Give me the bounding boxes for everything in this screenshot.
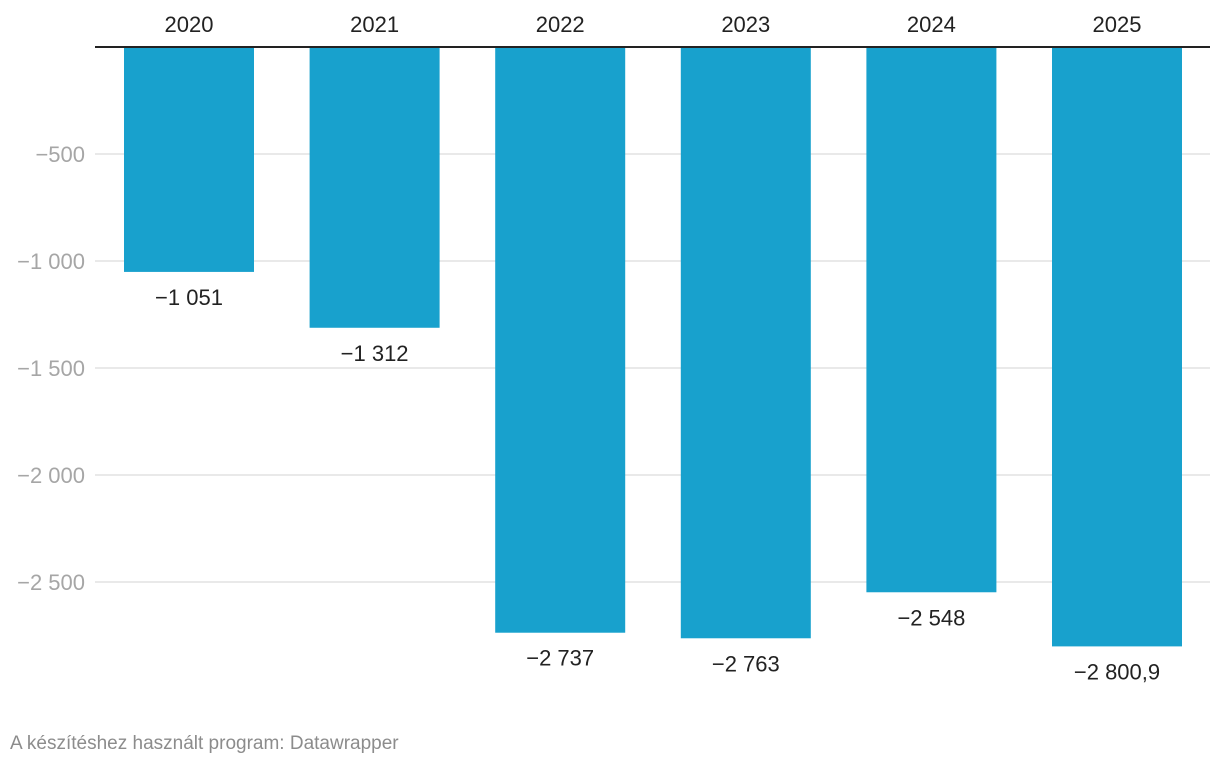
value-labels: −1 051 −1 312 −2 737 −2 763 −2 548 −2 800,9	[155, 285, 1160, 684]
bar	[124, 47, 254, 272]
category-label: 2024	[907, 12, 956, 37]
bar	[495, 47, 626, 633]
y-tick-label: −1 500	[17, 356, 85, 381]
value-label: −2 737	[526, 646, 594, 671]
y-tick-label: −2 500	[17, 570, 85, 595]
y-tick-label: −1 000	[17, 249, 85, 274]
gridlines: −500 −1 000 −1 500 −2 000 −2 500	[17, 142, 1210, 595]
category-label: 2022	[536, 12, 585, 37]
credit-text: A készítéshez használt program: Datawrap…	[10, 733, 399, 754]
value-label: −1 312	[341, 341, 409, 366]
y-tick-label: −2 000	[17, 463, 85, 488]
bar	[680, 47, 811, 639]
category-label: 2021	[350, 12, 399, 37]
bar	[1052, 47, 1182, 647]
value-label: −2 548	[897, 605, 965, 630]
bar	[309, 47, 440, 328]
value-label: −2 763	[712, 651, 780, 676]
category-labels: 2020 2021 2022 2023 2024 2025	[165, 12, 1142, 37]
category-label: 2023	[721, 12, 770, 37]
value-label: −1 051	[155, 285, 223, 310]
category-label: 2025	[1093, 12, 1142, 37]
y-tick-label: −500	[35, 142, 85, 167]
category-label: 2020	[165, 12, 214, 37]
bar-chart: −500−1 000−1 500−2 000−2 500 2020 2021 202…	[17, 12, 1210, 684]
bars	[124, 47, 1182, 647]
value-label: −2 800,9	[1074, 659, 1160, 684]
bar	[866, 47, 997, 593]
